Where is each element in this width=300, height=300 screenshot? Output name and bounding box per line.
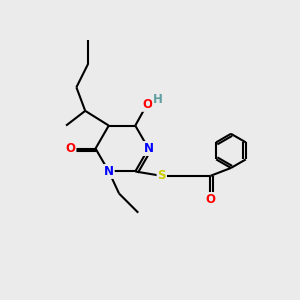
Text: N: N — [143, 142, 154, 155]
Text: O: O — [206, 193, 215, 206]
Text: O: O — [65, 142, 76, 155]
Text: S: S — [158, 169, 166, 182]
Text: H: H — [153, 94, 163, 106]
Text: N: N — [104, 165, 114, 178]
Text: O: O — [142, 98, 152, 111]
